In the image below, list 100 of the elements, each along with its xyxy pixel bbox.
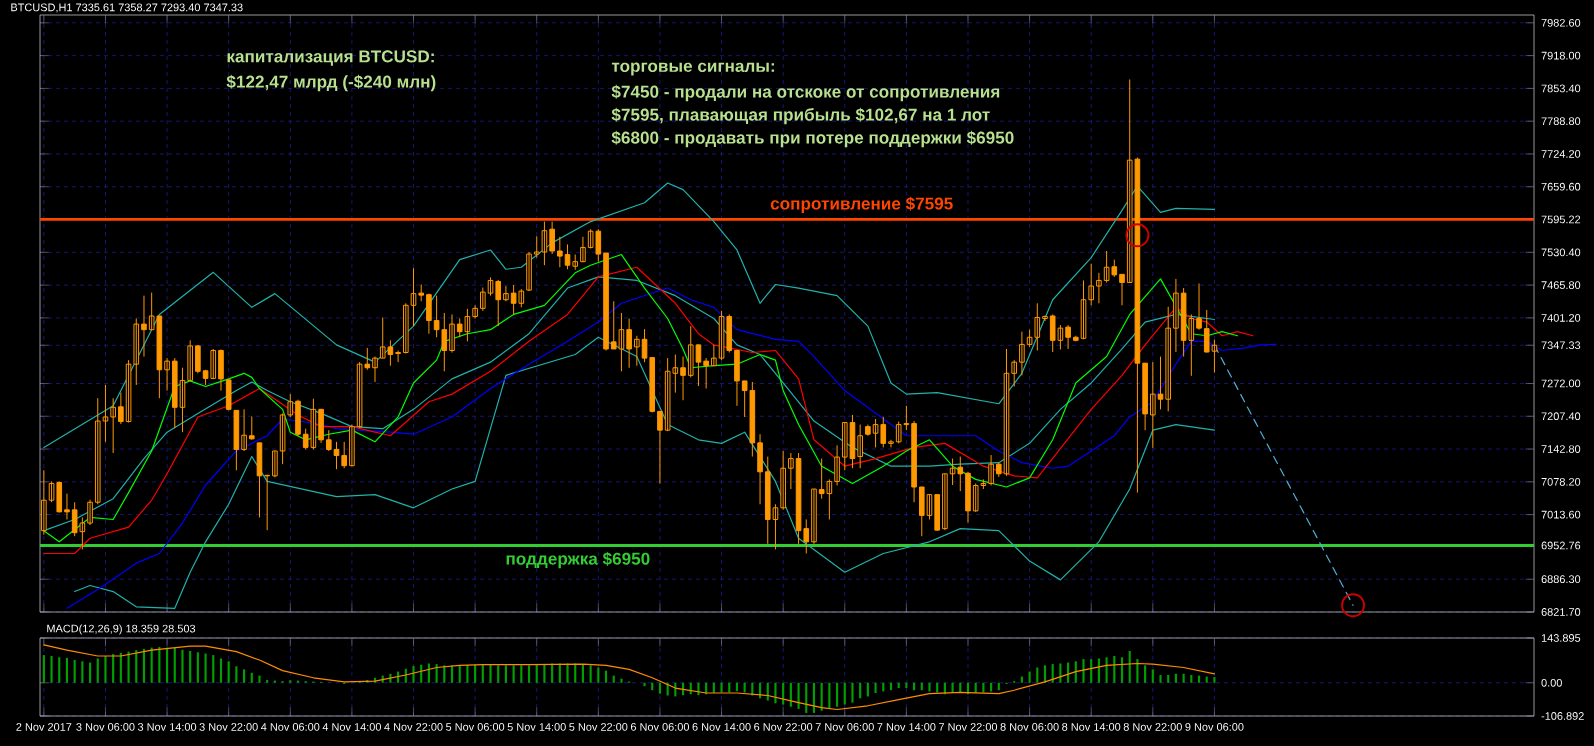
bar xyxy=(497,665,500,683)
candlestick xyxy=(64,493,70,520)
bar xyxy=(127,651,130,683)
x-tick-label: 8 Nov 14:00 xyxy=(1062,723,1121,731)
bar xyxy=(820,682,823,711)
y-tick-label: 7347.33 xyxy=(1541,341,1581,350)
bar xyxy=(1159,674,1162,683)
x-tick-label: 8 Nov 06:00 xyxy=(1000,723,1059,731)
bar xyxy=(1136,659,1139,683)
bar xyxy=(612,675,615,683)
x-tick-label: 7 Nov 14:00 xyxy=(877,723,936,731)
bar xyxy=(1120,657,1124,683)
bar xyxy=(504,665,507,683)
y-tick-label: 7982.60 xyxy=(1541,18,1581,27)
candlestick xyxy=(1165,306,1172,412)
y-tick-label: 7918.00 xyxy=(1541,51,1581,60)
bar xyxy=(581,664,585,683)
bar xyxy=(520,665,523,683)
candlestick xyxy=(634,335,640,367)
bar xyxy=(1020,676,1023,683)
bar xyxy=(204,653,207,683)
x-tick-label: 7 Nov 06:00 xyxy=(815,723,874,731)
candlestick xyxy=(934,494,940,532)
bar xyxy=(620,678,623,683)
bar xyxy=(1197,675,1201,683)
candlestick xyxy=(1088,263,1095,306)
bar xyxy=(527,665,531,683)
y-tick-label: 7724.20 xyxy=(1541,150,1581,158)
bar xyxy=(1144,665,1147,683)
chart-title: MACD(12,26,9) 18.359 28.503 xyxy=(47,624,196,635)
y-tick-label: 7788.80 xyxy=(1541,117,1581,126)
x-tick-label: 8 Nov 22:00 xyxy=(1123,723,1182,731)
ref-line-label: поддержка $6950 xyxy=(506,551,650,569)
bar xyxy=(774,682,777,704)
bar xyxy=(604,670,608,683)
x-tick-label: 3 Nov 22:00 xyxy=(199,723,258,731)
annotation: $7595, плавающая прибыль $102,67 на 1 лот xyxy=(611,107,990,125)
bar xyxy=(835,682,839,707)
candlestick xyxy=(325,429,332,452)
bar xyxy=(1090,659,1093,683)
bar xyxy=(543,664,546,683)
x-tick-label: 5 Nov 22:00 xyxy=(569,723,628,731)
x-tick-label: 2 Nov 2017 xyxy=(16,723,72,731)
x-tick-label: 5 Nov 06:00 xyxy=(446,723,505,731)
y-tick-label: -106.892 xyxy=(1541,712,1584,720)
bar xyxy=(658,682,662,694)
x-tick-label: 7 Nov 22:00 xyxy=(939,723,998,731)
bar xyxy=(173,647,176,683)
annotation: капитализация BTCUSD: xyxy=(227,50,434,66)
y-tick-label: 7013.60 xyxy=(1541,510,1581,519)
bar xyxy=(1082,659,1085,683)
candlestick xyxy=(480,287,486,312)
y-tick-label: 6821.70 xyxy=(1541,608,1581,616)
bar xyxy=(412,665,415,683)
bar xyxy=(266,679,269,683)
bar xyxy=(96,658,99,683)
bar xyxy=(196,652,199,683)
bar xyxy=(481,664,484,683)
annotation: $7450 - продали на отскоке от сопротивления xyxy=(611,84,1000,102)
bar xyxy=(289,680,292,683)
bar xyxy=(1151,669,1154,683)
y-tick-label: 0.00 xyxy=(1541,678,1562,687)
bar xyxy=(797,682,800,709)
candlestick xyxy=(1150,361,1156,449)
bar xyxy=(142,648,146,683)
bar xyxy=(897,682,900,689)
line-series xyxy=(43,182,1216,449)
bar xyxy=(589,665,592,683)
y-tick-label: 7142.80 xyxy=(1541,445,1581,453)
y-tick-label: 7659.60 xyxy=(1541,182,1581,191)
bar xyxy=(1174,673,1177,683)
bar xyxy=(558,663,561,683)
bar xyxy=(104,656,107,683)
bar xyxy=(1190,674,1193,683)
candlestick xyxy=(418,284,425,302)
bar xyxy=(535,665,538,683)
candlestick xyxy=(888,439,894,448)
y-tick-label: 143.895 xyxy=(1541,634,1581,642)
candlestick xyxy=(711,344,717,367)
bar xyxy=(1205,676,1208,683)
y-tick-label: 7401.20 xyxy=(1541,314,1581,322)
candlestick xyxy=(1011,359,1017,388)
bar xyxy=(489,665,492,683)
bar xyxy=(58,657,61,683)
x-tick-label: 6 Nov 14:00 xyxy=(692,723,751,731)
bar xyxy=(643,682,646,687)
line-series xyxy=(43,644,1216,711)
bar xyxy=(212,655,215,683)
bar xyxy=(905,682,908,689)
annotation: $6800 - продавать при потере поддержки $6950 xyxy=(611,130,1014,148)
candlestick xyxy=(110,397,116,454)
y-tick-label: 6886.30 xyxy=(1541,575,1581,584)
bar xyxy=(1028,671,1031,683)
y-tick-label: 7465.80 xyxy=(1541,281,1581,289)
bar xyxy=(227,661,230,683)
y-tick-label: 7207.40 xyxy=(1541,412,1581,421)
text: BTCUSD,H1 7335.61 7358.27 7293.40 7347.33 xyxy=(11,3,243,13)
bar xyxy=(435,664,438,683)
bar xyxy=(566,663,569,683)
bar xyxy=(512,665,515,683)
